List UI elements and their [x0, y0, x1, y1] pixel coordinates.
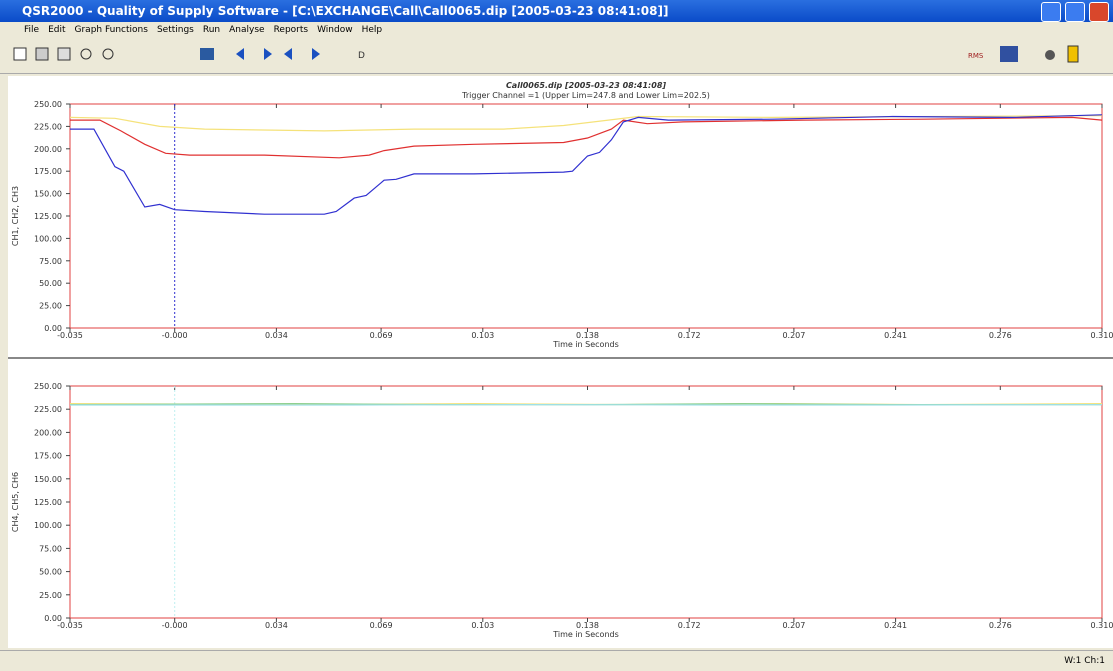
y-tick-label: 200.00 [34, 145, 62, 154]
x-tick-label: 0.310 [1091, 331, 1113, 340]
y-tick-label: 150.00 [34, 475, 62, 484]
close[interactable] [1089, 2, 1109, 22]
tool-icon[interactable] [35, 47, 49, 61]
y-tick-label: 50.00 [39, 279, 62, 288]
menu-item[interactable]: Window [317, 25, 353, 35]
x-tick-label: -0.035 [57, 331, 83, 340]
y-tick-label: 150.00 [34, 190, 62, 199]
tool-icon[interactable] [1045, 50, 1055, 60]
minimize[interactable] [1040, 2, 1061, 22]
maximize[interactable] [1064, 2, 1085, 22]
y-tick-label: 0.00 [44, 614, 62, 623]
y-tick-label: 250.00 [34, 382, 62, 391]
x-tick-label: -0.000 [162, 331, 188, 340]
tool-icon[interactable] [284, 48, 292, 60]
x-tick-label: 0.172 [678, 331, 701, 340]
y-tick-label: 125.00 [34, 212, 62, 221]
y-tick-label: 100.00 [34, 521, 62, 530]
y-tick-label: 225.00 [34, 405, 62, 414]
x-tick-label: 0.276 [989, 331, 1012, 340]
tool-icon[interactable] [57, 47, 71, 61]
tool-icon[interactable] [312, 48, 320, 60]
x-tick-label: 0.241 [884, 621, 907, 630]
series-line [69, 115, 1103, 132]
series-line [70, 114, 1103, 215]
graph-panel: Call0065.dip [2005-03-23 08:41:08] Trigge… [8, 76, 1113, 648]
x-tick-label: 0.207 [782, 331, 805, 340]
y-tick-label: 175.00 [34, 452, 62, 461]
x-tick-label: 0.069 [370, 621, 393, 630]
tool-icon[interactable] [264, 48, 272, 60]
toolbar-icons: D RMS [13, 45, 1079, 63]
x-tick-label: 0.138 [576, 621, 599, 630]
tool-label[interactable]: RMS [968, 52, 984, 60]
x-tick-label: 0.241 [884, 331, 907, 340]
x-axis-label: Time in Seconds [552, 340, 619, 349]
tool-icon[interactable] [1067, 45, 1079, 63]
y-tick-label: 75.00 [39, 544, 62, 553]
x-axis-label: Time in Seconds [552, 630, 619, 639]
y-tick-label: 50.00 [39, 568, 62, 577]
y-tick-label: 75.00 [39, 257, 62, 266]
x-tick-label: -0.035 [57, 621, 83, 630]
menu-item[interactable]: Settings [156, 25, 194, 35]
y-tick-label: 0.00 [44, 324, 62, 333]
x-tick-label: 0.138 [576, 331, 599, 340]
y-tick-label: 200.00 [34, 428, 62, 437]
menu-item[interactable]: Graph Functions [74, 25, 148, 35]
y-tick-label: 250.00 [34, 100, 62, 109]
series-line [70, 116, 1103, 159]
title-bar: QSR2000 - Quality of Supply Software - [… [0, 0, 1113, 22]
menu-bar: File Edit Graph Functions Settings Run Analys… [0, 22, 1113, 38]
tool-label[interactable]: D [358, 51, 365, 61]
toolbar: D RMS [0, 38, 1113, 74]
x-tick-label: 0.103 [471, 331, 494, 340]
x-tick-label: 0.069 [370, 331, 393, 340]
tool-icon[interactable] [13, 47, 27, 61]
y-tick-label: 25.00 [39, 302, 62, 311]
x-tick-label: 0.207 [782, 621, 805, 630]
window-title: QSR2000 - Quality of Supply Software - [… [22, 4, 669, 18]
y-axis-label: CH1, CH2, CH3 [11, 186, 20, 246]
tool-icon[interactable] [80, 48, 92, 60]
status-bar: W:1 Ch:1 [0, 650, 1113, 671]
x-tick-label: 0.276 [989, 621, 1012, 630]
menu-item[interactable]: Edit [48, 25, 66, 35]
x-tick-label: 0.103 [471, 621, 494, 630]
y-tick-label: 125.00 [34, 498, 62, 507]
y-tick-label: 25.00 [39, 591, 62, 600]
x-tick-label: 0.310 [1091, 621, 1113, 630]
tool-icon[interactable] [1000, 46, 1018, 62]
menu-item[interactable]: Run [202, 25, 221, 35]
x-tick-label: -0.000 [162, 621, 188, 630]
x-tick-label: 0.034 [265, 331, 288, 340]
tool-icon[interactable] [102, 48, 114, 60]
status-text: W:1 Ch:1 [1064, 656, 1105, 666]
window-buttons [1040, 2, 1109, 29]
plot-frame [69, 385, 1103, 619]
menu-item[interactable]: Reports [273, 25, 309, 35]
tool-icon[interactable] [200, 48, 214, 60]
y-axis-label: CH4, CH5, CH6 [11, 472, 20, 532]
x-tick-label: 0.034 [265, 621, 288, 630]
y-tick-label: 175.00 [34, 167, 62, 176]
chart-subtitle: Trigger Channel =1 (Upper Lim=247.8 and … [461, 91, 710, 100]
plot-frame [69, 103, 1103, 329]
menu-item[interactable]: File [24, 25, 40, 35]
menu-item[interactable]: Help [361, 25, 383, 35]
tool-icon[interactable] [236, 48, 244, 60]
menu-item[interactable]: Analyse [229, 25, 265, 35]
y-tick-label: 225.00 [34, 122, 62, 131]
x-tick-label: 0.172 [678, 621, 701, 630]
y-tick-label: 100.00 [34, 234, 62, 243]
chart-title: Call0065.dip [2005-03-23 08:41:08] [506, 81, 666, 90]
charts: Call0065.dip [2005-03-23 08:41:08]Trigge… [8, 81, 1113, 639]
